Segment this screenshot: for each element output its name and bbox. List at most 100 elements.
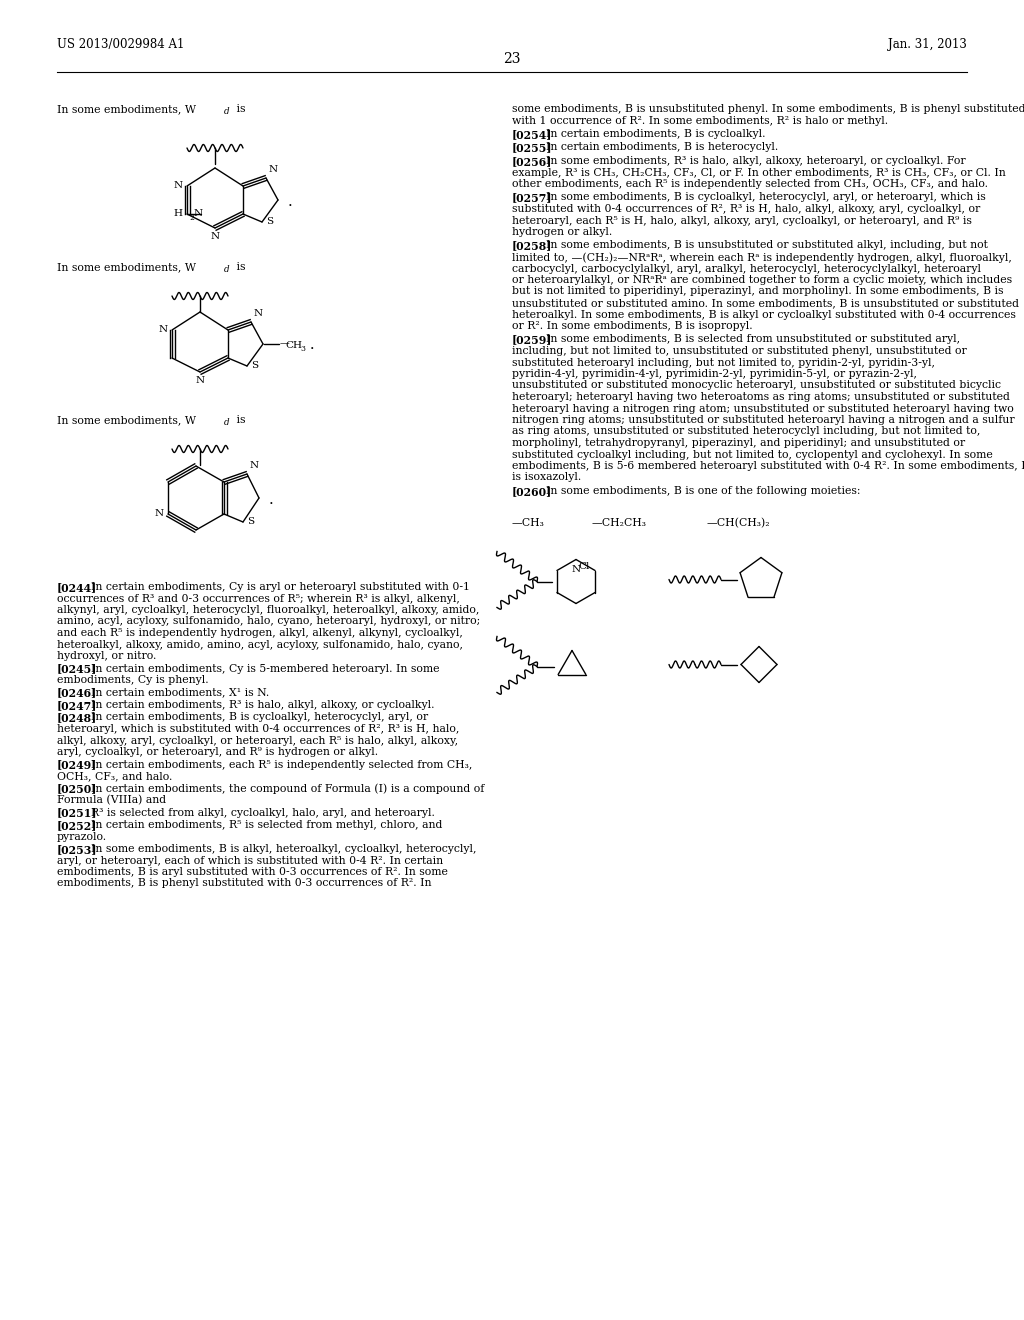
Text: [0260]: [0260] [512,486,552,498]
Text: N: N [211,232,219,242]
Text: N: N [194,210,203,219]
Text: Cl: Cl [579,562,590,572]
Text: but is not limited to piperidinyl, piperazinyl, and morpholinyl. In some embodim: but is not limited to piperidinyl, piper… [512,286,1004,297]
Text: example, R³ is CH₃, CH₂CH₃, CF₃, Cl, or F. In other embodiments, R³ is CH₃, CF₃,: example, R³ is CH₃, CH₂CH₃, CF₃, Cl, or … [512,168,1006,177]
Text: [0257]: [0257] [512,193,553,203]
Text: In some embodiments, W: In some embodiments, W [57,104,196,114]
Text: [0258]: [0258] [512,240,552,252]
Text: embodiments, B is aryl substituted with 0-3 occurrences of R². In some: embodiments, B is aryl substituted with … [57,867,447,876]
Text: CH: CH [285,341,302,350]
Text: with 1 occurrence of R². In some embodiments, R² is halo or methyl.: with 1 occurrence of R². In some embodim… [512,116,888,125]
Text: including, but not limited to, unsubstituted or substituted phenyl, unsubstitute: including, but not limited to, unsubstit… [512,346,967,356]
Text: hydrogen or alkyl.: hydrogen or alkyl. [512,227,612,238]
Text: heteroaryl, which is substituted with 0-4 occurrences of R², R³ is H, halo,: heteroaryl, which is substituted with 0-… [57,723,460,734]
Text: In certain embodiments, Cy is 5-membered heteroaryl. In some: In certain embodiments, Cy is 5-membered… [91,664,439,673]
Text: heteroalkyl, alkoxy, amido, amino, acyl, acyloxy, sulfonamido, halo, cyano,: heteroalkyl, alkoxy, amido, amino, acyl,… [57,639,463,649]
Text: [0253]: [0253] [57,843,97,855]
Text: In some embodiments, B is cycloalkyl, heterocyclyl, aryl, or heteroaryl, which i: In some embodiments, B is cycloalkyl, he… [546,193,986,202]
Text: [0255]: [0255] [512,143,553,153]
Text: carbocyclyl, carbocyclylalkyl, aryl, aralkyl, heterocyclyl, heterocyclylalkyl, h: carbocyclyl, carbocyclylalkyl, aryl, ara… [512,264,981,273]
Text: N: N [571,565,581,573]
Text: [0244]: [0244] [57,582,97,593]
Text: alkynyl, aryl, cycloalkyl, heterocyclyl, fluoroalkyl, heteroalkyl, alkoxy, amido: alkynyl, aryl, cycloalkyl, heterocyclyl,… [57,605,479,615]
Text: limited to, —(CH₂)₂—NRᵃRᵃ, wherein each Rᵃ is independently hydrogen, alkyl, flu: limited to, —(CH₂)₂—NRᵃRᵃ, wherein each … [512,252,1012,263]
Text: as ring atoms, unsubstituted or substituted heterocyclyl including, but not limi: as ring atoms, unsubstituted or substitu… [512,426,980,437]
Text: heteroaryl, each R⁵ is H, halo, alkyl, alkoxy, aryl, cycloalkyl, or heteroaryl, : heteroaryl, each R⁵ is H, halo, alkyl, a… [512,215,972,226]
Text: In certain embodiments, R³ is halo, alkyl, alkoxy, or cycloalkyl.: In certain embodiments, R³ is halo, alky… [91,700,434,710]
Text: N: N [250,461,259,470]
Text: unsubstituted or substituted monocyclic heteroaryl, unsubstituted or substituted: unsubstituted or substituted monocyclic … [512,380,1001,391]
Text: [0254]: [0254] [512,129,552,140]
Text: d: d [224,107,229,116]
Text: —CH₃: —CH₃ [512,517,545,528]
Text: In certain embodiments, the compound of Formula (I) is a compound of: In certain embodiments, the compound of … [91,784,484,795]
Text: other embodiments, each R⁵ is independently selected from CH₃, OCH₃, CF₃, and ha: other embodiments, each R⁵ is independen… [512,180,988,189]
Text: [0252]: [0252] [57,820,97,832]
Text: substituted with 0-4 occurrences of R², R³ is H, halo, alkyl, alkoxy, aryl, cycl: substituted with 0-4 occurrences of R², … [512,205,980,214]
Text: In some embodiments, W: In some embodiments, W [57,261,196,272]
Text: substituted heteroaryl including, but not limited to, pyridin-2-yl, pyridin-3-yl: substituted heteroaryl including, but no… [512,358,935,367]
Text: pyrazolo.: pyrazolo. [57,832,108,842]
Text: N: N [196,376,205,385]
Text: amino, acyl, acyloxy, sulfonamido, halo, cyano, heteroaryl, hydroxyl, or nitro;: amino, acyl, acyloxy, sulfonamido, halo,… [57,616,480,627]
Text: is: is [233,261,246,272]
Text: S: S [247,517,254,527]
Text: US 2013/0029984 A1: US 2013/0029984 A1 [57,38,184,51]
Text: [0245]: [0245] [57,664,97,675]
Text: [0249]: [0249] [57,759,97,771]
Text: Jan. 31, 2013: Jan. 31, 2013 [888,38,967,51]
Text: heteroalkyl. In some embodiments, B is alkyl or cycloalkyl substituted with 0-4 : heteroalkyl. In some embodiments, B is a… [512,309,1016,319]
Text: [0256]: [0256] [512,156,552,168]
Text: .: . [288,195,293,209]
Text: In certain embodiments, B is heterocyclyl.: In certain embodiments, B is heterocycly… [546,143,778,153]
Text: some embodiments, B is unsubstituted phenyl. In some embodiments, B is phenyl su: some embodiments, B is unsubstituted phe… [512,104,1024,114]
Text: N: N [174,181,183,190]
Text: .: . [305,338,314,352]
Text: [0250]: [0250] [57,784,97,795]
Text: S: S [266,218,273,227]
Text: embodiments, B is phenyl substituted with 0-3 occurrences of R². In: embodiments, B is phenyl substituted wit… [57,879,431,888]
Text: [0251]: [0251] [57,808,97,818]
Text: heteroaryl having a nitrogen ring atom; unsubstituted or substituted heteroaryl : heteroaryl having a nitrogen ring atom; … [512,404,1014,413]
Text: In certain embodiments, R⁵ is selected from methyl, chloro, and: In certain embodiments, R⁵ is selected f… [91,820,442,830]
Text: occurrences of R³ and 0-3 occurrences of R⁵; wherein R³ is alkyl, alkenyl,: occurrences of R³ and 0-3 occurrences of… [57,594,460,603]
Text: or heteroarylalkyl, or NRᵃRᵃ are combined together to form a cyclic moiety, whic: or heteroarylalkyl, or NRᵃRᵃ are combine… [512,275,1012,285]
Text: and each R⁵ is independently hydrogen, alkyl, alkenyl, alkynyl, cycloalkyl,: and each R⁵ is independently hydrogen, a… [57,628,463,638]
Text: [0248]: [0248] [57,713,97,723]
Text: In certain embodiments, B is cycloalkyl.: In certain embodiments, B is cycloalkyl. [546,129,766,139]
Text: In some embodiments, B is selected from unsubstituted or substituted aryl,: In some embodiments, B is selected from … [546,334,961,345]
Text: N: N [269,165,279,174]
Text: N: N [254,309,263,318]
Text: [0247]: [0247] [57,700,97,711]
Text: In certain embodiments, X¹ is N.: In certain embodiments, X¹ is N. [91,688,269,697]
Text: In some embodiments, B is alkyl, heteroalkyl, cycloalkyl, heterocyclyl,: In some embodiments, B is alkyl, heteroa… [91,843,476,854]
Text: unsubstituted or substituted amino. In some embodiments, B is unsubstituted or s: unsubstituted or substituted amino. In s… [512,298,1019,308]
Text: Formula (VIIIa) and: Formula (VIIIa) and [57,795,166,805]
Text: 2: 2 [189,214,194,222]
Text: alkyl, alkoxy, aryl, cycloalkyl, or heteroaryl, each R⁵ is halo, alkyl, alkoxy,: alkyl, alkoxy, aryl, cycloalkyl, or hete… [57,735,458,746]
Text: aryl, cycloalkyl, or heteroaryl, and R⁹ is hydrogen or alkyl.: aryl, cycloalkyl, or heteroaryl, and R⁹ … [57,747,378,756]
Text: hydroxyl, or nitro.: hydroxyl, or nitro. [57,651,157,661]
Text: [0259]: [0259] [512,334,552,346]
Text: aryl, or heteroaryl, each of which is substituted with 0-4 R². In certain: aryl, or heteroaryl, each of which is su… [57,855,443,866]
Text: or R². In some embodiments, B is isopropyl.: or R². In some embodiments, B is isoprop… [512,321,753,331]
Text: d: d [224,418,229,426]
Text: morpholinyl, tetrahydropyranyl, piperazinyl, and piperidinyl; and unsubstituted : morpholinyl, tetrahydropyranyl, piperazi… [512,438,966,447]
Text: nitrogen ring atoms; unsubstituted or substituted heteroaryl having a nitrogen a: nitrogen ring atoms; unsubstituted or su… [512,414,1015,425]
Text: In certain embodiments, each R⁵ is independently selected from CH₃,: In certain embodiments, each R⁵ is indep… [91,759,472,770]
Text: —CH₂CH₃: —CH₂CH₃ [592,517,647,528]
Text: OCH₃, CF₃, and halo.: OCH₃, CF₃, and halo. [57,771,172,781]
Text: d: d [224,265,229,275]
Text: R³ is selected from alkyl, cycloalkyl, halo, aryl, and heteroaryl.: R³ is selected from alkyl, cycloalkyl, h… [91,808,435,817]
Text: —: — [280,339,290,348]
Text: In some embodiments, W: In some embodiments, W [57,414,196,425]
Text: [0246]: [0246] [57,688,97,698]
Text: In some embodiments, B is unsubstituted or substituted alkyl, including, but not: In some embodiments, B is unsubstituted … [546,240,988,251]
Text: S: S [251,362,258,371]
Text: In some embodiments, R³ is halo, alkyl, alkoxy, heteroaryl, or cycloalkyl. For: In some embodiments, R³ is halo, alkyl, … [546,156,966,166]
Text: pyridin-4-yl, pyrimidin-4-yl, pyrimidin-2-yl, pyrimidin-5-yl, or pyrazin-2-yl,: pyridin-4-yl, pyrimidin-4-yl, pyrimidin-… [512,370,918,379]
Text: In some embodiments, B is one of the following moieties:: In some embodiments, B is one of the fol… [546,486,860,496]
Text: 3: 3 [300,345,305,352]
Text: is isoxazolyl.: is isoxazolyl. [512,473,582,483]
Text: is: is [233,104,246,114]
